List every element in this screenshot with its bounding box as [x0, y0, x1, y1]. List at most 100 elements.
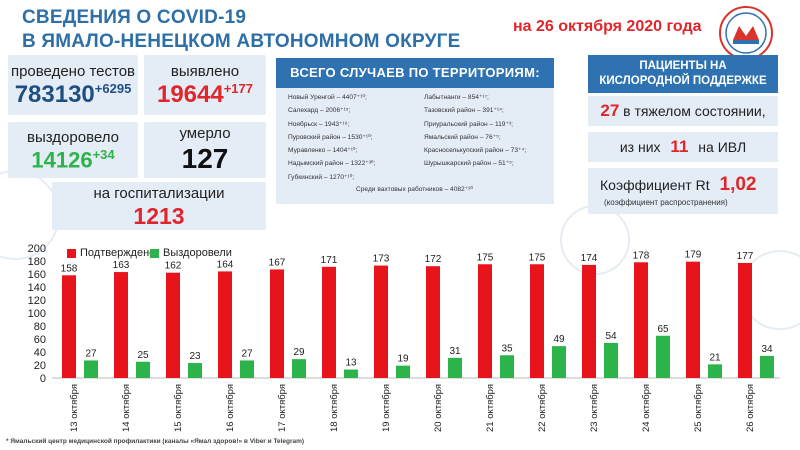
rt-label: Коэффициент Rt — [600, 177, 710, 193]
data-label-recovered: 21 — [709, 352, 721, 363]
data-label-recovered: 54 — [605, 331, 617, 342]
legend-recovered: Выздоровели — [150, 247, 232, 259]
territories-title: ВСЕГО СЛУЧАЕВ ПО ТЕРРИТОРИЯМ: — [276, 58, 554, 88]
tests-box: проведено тестов 783130+6295 — [8, 55, 138, 115]
bar-confirmed — [114, 272, 128, 378]
y-tick-label: 140 — [28, 282, 46, 294]
y-tick-label: 60 — [34, 334, 46, 346]
bar-confirmed — [634, 262, 648, 378]
bar-confirmed — [322, 266, 336, 378]
rt-value: 1,02 — [719, 174, 757, 195]
y-tick-label: 160 — [28, 269, 46, 281]
data-label-confirmed: 167 — [269, 257, 286, 268]
data-label-confirmed: 174 — [581, 253, 598, 264]
data-label-confirmed: 172 — [425, 254, 442, 265]
legend-confirmed-swatch — [67, 248, 76, 258]
x-tick-label: 13 октября — [69, 384, 80, 432]
y-tick-label: 20 — [34, 360, 46, 372]
severe-row: 27 в тяжелом состоянии, — [588, 96, 778, 126]
x-tick-label: 25 октября — [693, 384, 704, 432]
recovered-delta: +34 — [92, 147, 115, 162]
bar-recovered — [604, 342, 618, 378]
bar-confirmed — [738, 262, 752, 378]
x-tick-label: 18 октября — [329, 384, 340, 432]
data-label-recovered: 25 — [137, 350, 149, 361]
tests-value-row: 783130+6295 — [8, 81, 138, 109]
data-label-confirmed: 179 — [685, 250, 702, 261]
data-label-recovered: 49 — [553, 334, 565, 345]
y-tick-label: 200 — [28, 243, 46, 255]
died-box: умерло 127 — [144, 122, 266, 178]
x-tick-label: 26 октября — [745, 384, 756, 432]
oxygen-title: ПАЦИЕНТЫ НА КИСЛОРОДНОЙ ПОДДЕРЖКЕ — [588, 55, 778, 93]
x-tick-label: 21 октября — [485, 384, 496, 432]
data-label-confirmed: 175 — [529, 252, 546, 263]
data-label-recovered: 27 — [85, 348, 97, 359]
data-label-recovered: 29 — [293, 347, 305, 358]
ivl-count: 11 — [670, 137, 689, 156]
recovered-value-row: 14126+34 — [8, 147, 138, 173]
bar-confirmed — [478, 264, 492, 378]
bar-confirmed — [530, 264, 544, 378]
bar-confirmed — [686, 261, 700, 378]
territory-item: Пуровский район – 1530⁺¹⁰; — [288, 133, 373, 141]
died-label: умерло — [179, 125, 231, 142]
data-label-recovered: 35 — [501, 343, 513, 354]
bar-recovered — [292, 359, 306, 378]
data-label-confirmed: 164 — [217, 259, 234, 270]
recovered-box: выздоровело 14126+34 — [8, 122, 138, 178]
tests-label: проведено тестов — [10, 63, 136, 80]
bar-recovered — [760, 355, 774, 378]
detected-value-row: 19644+177 — [144, 81, 266, 109]
bar-recovered — [240, 360, 254, 378]
rt-box: Коэффициент Rt 1,02 (коэффициент распрос… — [588, 168, 778, 214]
bar-confirmed — [218, 271, 232, 378]
territory-item: Тазовский район – 391⁺¹⁴; — [424, 107, 504, 115]
page-title-line2: В ЯМАЛО-НЕНЕЦКОМ АВТОНОМНОМ ОКРУГЕ — [22, 31, 461, 52]
bar-recovered — [656, 335, 670, 378]
data-label-confirmed: 173 — [373, 254, 390, 265]
hospitalized-box: на госпитализации 1213 — [52, 182, 266, 230]
y-tick-label: 100 — [28, 308, 46, 320]
ivl-row: из них 11 на ИВЛ — [588, 132, 778, 162]
severe-text: в тяжелом состоянии, — [623, 103, 766, 119]
data-label-recovered: 34 — [761, 344, 773, 355]
source-footnote: * Ямальский центр медицинской профилакти… — [6, 438, 305, 445]
bar-recovered — [552, 346, 566, 378]
y-tick-label: 0 — [40, 373, 46, 385]
territories-panel: Новый Уренгой – 4407⁺¹⁰; Салехард – 2006⁺… — [276, 88, 554, 204]
data-label-recovered: 65 — [657, 324, 669, 335]
data-label-confirmed: 171 — [321, 255, 338, 266]
data-label-confirmed: 175 — [477, 252, 494, 263]
territory-item: Лабытнанги – 854⁺¹⁷; — [424, 94, 489, 101]
bar-confirmed — [166, 272, 180, 378]
territory-item: Салехард – 2006⁺¹⁵; — [288, 107, 351, 115]
x-tick-label: 23 октября — [589, 384, 600, 432]
territory-item: Ноябрьск – 1943⁺¹⁶; — [288, 120, 350, 128]
rt-row: Коэффициент Rt 1,02 — [600, 174, 756, 196]
bar-confirmed — [426, 266, 440, 378]
territory-item: Новый Уренгой – 4407⁺¹⁰; — [288, 94, 367, 101]
oxygen-title-line1: ПАЦИЕНТЫ НА — [639, 60, 727, 72]
x-tick-label: 19 октября — [381, 384, 392, 432]
territory-item: Губкинский – 1270⁺¹⁰; — [288, 173, 355, 181]
data-label-recovered: 31 — [449, 346, 461, 357]
legend-confirmed-label: Подтверждено — [80, 247, 156, 259]
bar-recovered — [708, 364, 722, 378]
data-label-confirmed: 178 — [633, 250, 650, 261]
territory-item: Шурышкарский район – 51⁺⁵; — [424, 160, 514, 168]
x-tick-label: 22 октября — [537, 384, 548, 432]
rt-note: (коэффициент распространения) — [604, 198, 728, 207]
legend-recovered-label: Выздоровели — [163, 247, 232, 259]
hospitalized-value: 1213 — [133, 203, 185, 229]
recovered-label: выздоровело — [27, 129, 119, 146]
bar-confirmed — [374, 265, 388, 378]
data-label-confirmed: 163 — [113, 260, 130, 271]
died-value: 127 — [181, 143, 229, 174]
x-tick-label: 16 октября — [225, 384, 236, 432]
bar-recovered — [500, 355, 514, 378]
oxygen-title-line2: КИСЛОРОДНОЙ ПОДДЕРЖКЕ — [599, 75, 767, 87]
detected-label: выявлено — [170, 63, 240, 80]
bar-confirmed — [62, 275, 76, 378]
